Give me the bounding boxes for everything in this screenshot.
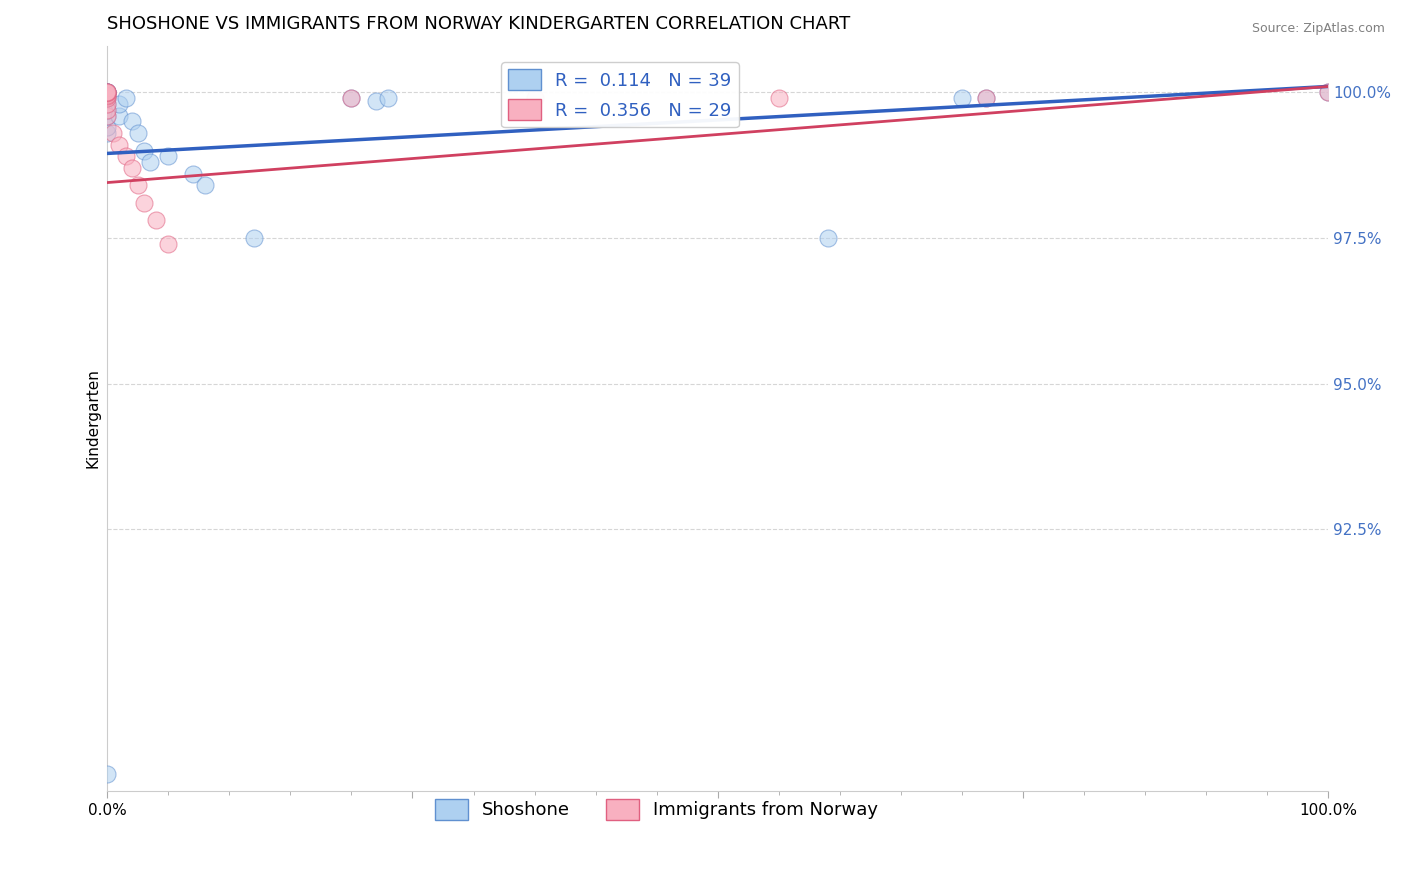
Point: [96, 103, 118, 117]
Point: [181, 167, 204, 181]
Point: [96, 88, 118, 103]
Point: [340, 91, 363, 105]
Point: [96, 85, 118, 99]
Point: [108, 137, 131, 152]
Text: Source: ZipAtlas.com: Source: ZipAtlas.com: [1251, 22, 1385, 36]
Point: [96, 97, 118, 112]
Point: [96, 103, 118, 117]
Point: [121, 114, 143, 128]
Point: [96, 97, 118, 112]
Point: [340, 91, 363, 105]
Legend: Shoshone, Immigrants from Norway: Shoshone, Immigrants from Norway: [427, 792, 886, 827]
Point: [96, 91, 118, 105]
Point: [96, 85, 118, 99]
Point: [96, 85, 118, 99]
Point: [157, 149, 180, 163]
Point: [127, 126, 149, 140]
Point: [132, 144, 155, 158]
Point: [96, 126, 118, 140]
Point: [523, 91, 546, 105]
Point: [96, 88, 118, 103]
Point: [145, 213, 167, 227]
Point: [96, 109, 118, 123]
Point: [96, 120, 118, 135]
Text: SHOSHONE VS IMMIGRANTS FROM NORWAY KINDERGARTEN CORRELATION CHART: SHOSHONE VS IMMIGRANTS FROM NORWAY KINDE…: [107, 15, 851, 33]
Point: [96, 89, 118, 103]
Point: [96, 85, 118, 99]
Point: [96, 767, 118, 781]
Point: [139, 155, 162, 169]
Point: [103, 126, 125, 140]
Point: [96, 85, 118, 99]
Point: [1317, 85, 1340, 99]
Y-axis label: Kindergarten: Kindergarten: [86, 368, 100, 468]
Point: [768, 91, 790, 105]
Point: [817, 231, 839, 245]
Point: [132, 196, 155, 211]
Point: [974, 91, 997, 105]
Point: [194, 178, 217, 193]
Point: [108, 109, 131, 123]
Point: [950, 91, 973, 105]
Point: [242, 231, 264, 245]
Point: [364, 94, 387, 108]
Point: [114, 91, 136, 105]
Point: [127, 178, 149, 193]
Point: [114, 149, 136, 163]
Point: [96, 85, 118, 99]
Point: [157, 236, 180, 251]
Point: [96, 85, 118, 99]
Point: [96, 91, 118, 105]
Point: [96, 109, 118, 123]
Point: [108, 97, 131, 112]
Point: [377, 91, 399, 105]
Point: [1317, 85, 1340, 99]
Point: [974, 91, 997, 105]
Point: [96, 87, 118, 101]
Point: [121, 161, 143, 175]
